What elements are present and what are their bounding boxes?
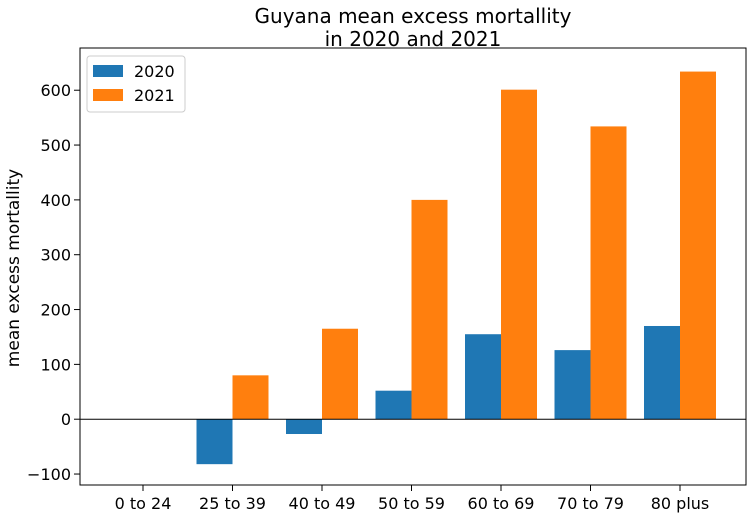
bar-2020-70-to-79 xyxy=(554,350,591,420)
y-tick-label: 100 xyxy=(40,355,71,374)
legend-swatch-2021 xyxy=(93,89,123,101)
y-tick-label: 400 xyxy=(40,191,71,210)
x-tick-label: 25 to 39 xyxy=(199,494,266,513)
y-ticks-group: −100 0 100 200 300 400 500 600 xyxy=(27,81,80,484)
bar-2021-70-to-79 xyxy=(590,126,627,420)
y-tick-label: 600 xyxy=(40,81,71,100)
y-axis-label: mean excess mortallity xyxy=(4,169,24,367)
legend-label-2020: 2020 xyxy=(134,62,175,81)
bar-2021-80-plus xyxy=(680,71,716,420)
bar-2020-60-to-69 xyxy=(465,334,501,420)
legend-swatch-2020 xyxy=(93,65,123,77)
bar-2021-25-to-39 xyxy=(232,375,269,420)
bar-2020-25-to-39 xyxy=(196,419,233,465)
y-tick-label: 300 xyxy=(40,246,71,265)
y-tick-label: 200 xyxy=(40,301,71,320)
y-tick-label: 0 xyxy=(61,410,71,429)
bars-group xyxy=(196,71,716,465)
x-tick-label: 70 to 79 xyxy=(557,494,624,513)
bar-2021-50-to-59 xyxy=(411,199,448,420)
bar-2021-40-to-49 xyxy=(322,328,358,420)
bar-2020-50-to-59 xyxy=(375,390,412,420)
plot-frame xyxy=(79,47,747,486)
bar-2020-40-to-49 xyxy=(286,419,322,435)
x-tick-label: 80 plus xyxy=(651,494,710,513)
y-tick-label: 500 xyxy=(40,136,71,155)
x-tick-label: 60 to 69 xyxy=(468,494,535,513)
x-tick-label: 0 to 24 xyxy=(115,494,172,513)
legend-label-2021: 2021 xyxy=(134,86,175,105)
y-tick-label: −100 xyxy=(27,465,71,484)
bar-2021-60-to-69 xyxy=(501,89,537,420)
x-tick-label: 50 to 59 xyxy=(378,494,445,513)
x-ticks-group: 0 to 24 25 to 39 40 to 49 50 to 59 60 to 69 7… xyxy=(115,485,710,513)
bar-2020-80-plus xyxy=(644,325,680,420)
chart-title-line-2: in 2020 and 2021 xyxy=(325,27,502,51)
chart-title-line-1: Guyana mean excess mortallity xyxy=(255,4,572,28)
x-tick-label: 40 to 49 xyxy=(289,494,356,513)
legend: 2020 2021 xyxy=(86,55,186,113)
